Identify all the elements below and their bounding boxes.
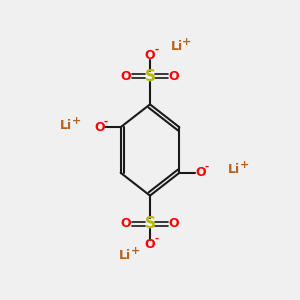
Text: O: O (121, 217, 131, 230)
Text: Li: Li (170, 40, 183, 53)
Text: O: O (169, 70, 179, 83)
Text: O: O (121, 70, 131, 83)
Text: O: O (145, 238, 155, 251)
Text: Li: Li (119, 249, 131, 262)
Text: +: + (131, 246, 140, 256)
Text: -: - (104, 116, 108, 126)
Text: Li: Li (228, 164, 240, 176)
Text: O: O (195, 166, 206, 179)
Text: O: O (145, 49, 155, 62)
Text: +: + (72, 116, 81, 126)
Text: -: - (154, 234, 159, 244)
Text: S: S (145, 69, 155, 84)
Text: -: - (205, 162, 209, 172)
Text: O: O (169, 217, 179, 230)
Text: +: + (239, 160, 249, 170)
Text: Li: Li (60, 119, 72, 132)
Text: O: O (94, 121, 105, 134)
Text: -: - (154, 44, 159, 54)
Text: S: S (145, 216, 155, 231)
Text: +: + (182, 37, 191, 47)
